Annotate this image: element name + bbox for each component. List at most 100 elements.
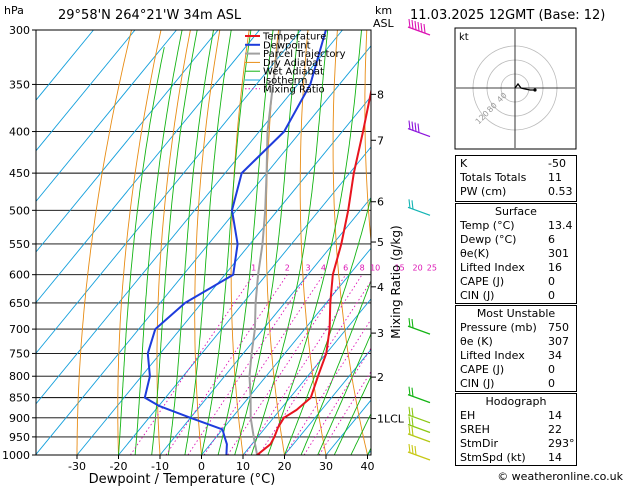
km-tick-label: 5	[377, 236, 384, 249]
isotherm-line	[242, 298, 371, 455]
mu-value: 307	[548, 335, 569, 348]
mixing-ratio-label: 1	[251, 264, 256, 273]
wet-adiabat-line	[217, 30, 274, 455]
chart-grid	[36, 30, 629, 455]
dry-adiabat-line	[364, 30, 371, 246]
mu-value: 0	[548, 363, 555, 376]
mixing-ratio-line	[165, 274, 288, 455]
surface-row: CIN (J) 0	[456, 289, 576, 303]
chart-profiles	[143, 30, 371, 455]
surface-row: Dewp (°C) 6	[456, 233, 576, 247]
isotherm-line	[36, 30, 260, 304]
pressure-tick-label: 700	[9, 323, 30, 336]
wind-barb-flag	[420, 22, 423, 33]
wind-barb-flag	[414, 20, 417, 31]
footer-credit: © weatheronline.co.uk	[497, 470, 623, 483]
surface-label: Temp (°C)	[460, 219, 515, 232]
index-row: Totals Totals 11	[456, 171, 576, 185]
wet-adiabat-line	[317, 332, 371, 455]
location-label: 29°58'N 264°21'W 34m ASL	[58, 8, 242, 23]
most-unstable-title: Most Unstable	[476, 307, 556, 320]
mixing-ratio-line	[187, 274, 309, 455]
wind-barb-flag	[411, 387, 414, 397]
wind-barb-flag	[411, 407, 414, 417]
hodo-label: StmSpd (kt)	[460, 451, 526, 464]
wind-barb-staff	[407, 451, 431, 461]
wind-barb-flag	[411, 200, 414, 210]
mixing-ratio-line	[258, 280, 371, 455]
isotherm-line	[36, 30, 219, 253]
x-tick-label: 10	[236, 460, 250, 473]
pressure-tick-label: 500	[9, 204, 30, 217]
dewpoint-profile-line	[143, 30, 327, 455]
mu-row: Pressure (mb) 750	[456, 321, 576, 335]
wet-adiabat-line	[134, 30, 183, 455]
temperature-profile-line	[256, 87, 371, 455]
wet-adiabat-line	[151, 30, 198, 455]
x-tick-label: -20	[110, 460, 128, 473]
mu-label: Lifted Index	[460, 349, 525, 362]
surface-row: θe(K) 301	[456, 247, 576, 261]
mixing-ratio-line	[227, 274, 347, 455]
isotherm-line	[36, 30, 177, 203]
surface-box: Surface Temp (°C) 13.4 Dewp (°C) 6 θe(K) 30…	[455, 203, 577, 304]
mu-label: Pressure (mb)	[460, 321, 537, 334]
surface-label: Dewp (°C)	[460, 233, 517, 246]
mu-label: θe (K)	[460, 335, 493, 348]
pressure-unit-label: hPa	[4, 4, 24, 17]
mixing-ratio-line	[203, 274, 324, 455]
surface-value: 13.4	[548, 219, 573, 232]
mixing-ratio-line	[130, 274, 255, 455]
surface-value: 0	[548, 275, 555, 288]
pressure-tick-label: 300	[9, 24, 30, 37]
x-tick-label: 20	[278, 460, 292, 473]
km-tick-label: 6	[377, 196, 384, 209]
isotherm-line	[159, 196, 371, 455]
dry-adiabat-line	[156, 30, 191, 455]
km-tick-label: 8	[377, 88, 384, 101]
wet-adiabat-line	[300, 279, 371, 455]
dry-adiabat-line	[332, 30, 368, 455]
wet-adiabat-line	[201, 30, 252, 455]
mu-value: 750	[548, 321, 569, 334]
surface-value: 16	[548, 261, 562, 274]
mu-row: Lifted Index 34	[456, 349, 576, 363]
wet-adiabat-line	[267, 30, 362, 455]
legend-label: Dewpoint	[263, 40, 311, 51]
km-tick-label: 7	[377, 134, 384, 147]
mixing-ratio-label: 25	[427, 264, 437, 273]
dry-adiabat-line	[230, 30, 250, 455]
mixing-ratio-label: 15	[395, 264, 405, 273]
x-tick-label: 0	[198, 460, 205, 473]
wind-barb-flag	[417, 21, 420, 32]
pressure-tick-label: 600	[9, 269, 30, 282]
mixing-ratio-label: 4	[321, 264, 326, 273]
mu-value: 34	[548, 349, 562, 362]
legend-label: Dry Adiabat	[263, 58, 322, 69]
wind-barb-staff	[407, 423, 431, 434]
mu-row: CIN (J) 0	[456, 377, 576, 391]
wet-adiabat-line	[118, 47, 165, 455]
wind-barb-flag	[408, 120, 411, 130]
dry-adiabat-line	[573, 30, 629, 455]
mixing-ratio-line	[318, 370, 371, 455]
pressure-tick-label: 450	[9, 167, 30, 180]
wind-barb-staff	[407, 433, 431, 443]
wind-barb-flag	[411, 444, 414, 455]
km-tick-label: 1LCL	[377, 413, 405, 426]
index-row: PW (cm) 0.53	[456, 185, 576, 199]
dry-adiabat-line	[117, 30, 162, 455]
hodo-value: 14	[548, 409, 562, 422]
mu-row: CAPE (J) 0	[456, 363, 576, 377]
surface-row: Lifted Index 16	[456, 261, 576, 275]
hodo-row: EH 14	[456, 409, 576, 423]
legend-label: Mixing Ratio	[263, 84, 325, 95]
wet-adiabat-line	[234, 30, 299, 455]
legend-label: Isotherm	[263, 76, 307, 87]
mixing-ratio-labels: 1 2 3 4 6 8 10 15 20 25	[251, 264, 437, 273]
wind-barb-staff	[407, 394, 431, 404]
chart-axes: 3003504004505005506006507007508008509009…	[2, 24, 375, 473]
wind-barb-flag	[411, 121, 414, 131]
surface-value: 6	[548, 233, 555, 246]
dry-adiabat-line	[76, 30, 132, 455]
